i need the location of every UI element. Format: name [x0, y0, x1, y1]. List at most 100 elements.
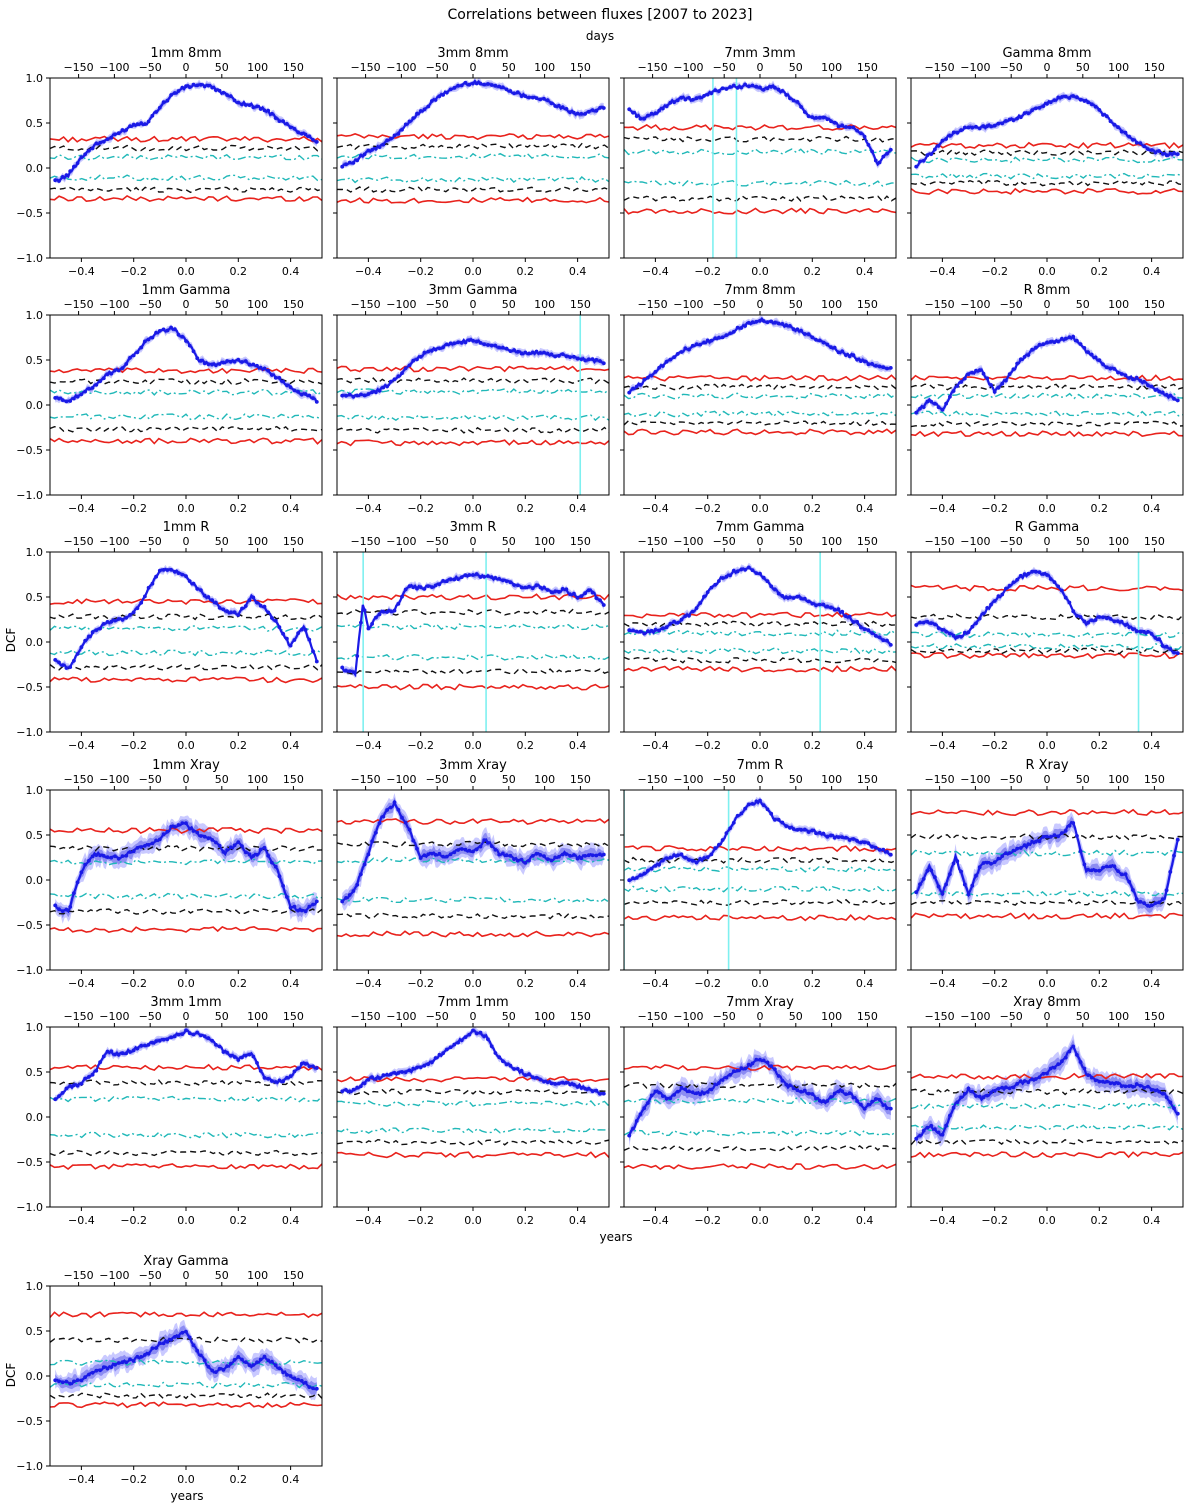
dcf-point	[668, 855, 673, 860]
dcf-point	[165, 568, 170, 572]
y-tick-label: −0.5	[16, 1415, 43, 1428]
dcf-point	[396, 807, 401, 812]
dcf-point	[169, 824, 174, 829]
dcf-point	[1037, 1075, 1042, 1080]
dcf-point	[1160, 1091, 1165, 1096]
dcf-point	[400, 1070, 404, 1074]
dcf-point	[411, 358, 416, 363]
threshold-red-upper	[624, 123, 896, 131]
dcf-point	[1060, 95, 1064, 99]
panel-title: 7mm 3mm	[724, 46, 795, 61]
dcf-point	[299, 392, 304, 397]
dcf-point	[754, 1057, 759, 1062]
dcf-point	[1108, 366, 1113, 371]
dcf-point	[243, 1053, 248, 1058]
dcf-point	[381, 385, 386, 390]
year-tick-label: 0.0	[464, 1214, 482, 1227]
dcf-point	[810, 115, 815, 119]
dcf-point	[948, 631, 952, 636]
dcf-point	[1093, 1078, 1098, 1083]
panel-frame	[623, 789, 897, 971]
dcf-point	[705, 855, 710, 860]
dcf-point	[1104, 864, 1109, 869]
dcf-point	[821, 602, 826, 607]
threshold-black-upper	[50, 613, 322, 621]
dcf-point	[1164, 644, 1169, 649]
day-tick-label: −150	[350, 61, 380, 74]
dcf-point	[683, 855, 688, 860]
dcf-point	[698, 342, 703, 347]
day-tick-label: −50	[139, 1269, 162, 1282]
dcf-point	[311, 1386, 315, 1391]
dcf-point	[79, 870, 84, 875]
dcf-point	[750, 802, 755, 806]
dcf-point	[184, 574, 188, 579]
dcf-point	[128, 1357, 132, 1362]
dcf-point	[221, 1050, 226, 1054]
y-tick-label: 0.5	[26, 1325, 44, 1338]
dcf-point	[94, 1068, 99, 1073]
dcf-point	[694, 860, 699, 865]
dcf-point	[206, 1036, 211, 1041]
threshold-cyan-lower	[50, 1131, 322, 1139]
dcf-point	[1175, 651, 1180, 656]
dcf-point	[657, 628, 661, 633]
threshold-red-upper	[337, 1075, 609, 1083]
threshold-red-lower	[50, 437, 322, 445]
dcf-point	[355, 882, 360, 887]
dcf-point	[962, 882, 967, 887]
dcf-point	[661, 106, 665, 111]
dcf-point	[87, 1075, 91, 1079]
dcf-point	[255, 1360, 259, 1365]
dcf-point	[1011, 580, 1016, 585]
dcf-point	[877, 160, 882, 165]
dcf-point	[523, 861, 528, 865]
dcf-point	[840, 609, 845, 614]
dcf-point	[769, 319, 774, 324]
dcf-point	[1078, 342, 1083, 346]
dcf-point	[217, 1044, 222, 1049]
dcf-point	[627, 390, 632, 395]
threshold-cyan-lower	[911, 643, 1183, 650]
dcf-point	[143, 594, 147, 599]
dcf-point	[881, 638, 886, 643]
dcf-point	[217, 362, 222, 366]
dcf-point	[735, 86, 740, 90]
dcf-point	[1078, 1060, 1083, 1064]
dcf-point	[370, 839, 374, 844]
y-tick-label: 1.0	[26, 1021, 44, 1034]
dcf-point	[433, 1056, 438, 1060]
dcf-point	[113, 618, 117, 623]
dcf-point	[146, 337, 151, 342]
dcf-point	[307, 393, 312, 398]
dcf-point	[649, 1093, 654, 1098]
dcf-point	[1018, 115, 1023, 120]
dcf-point	[873, 634, 878, 638]
y-tick-label: −1.0	[16, 489, 43, 502]
panel-title: 3mm 8mm	[437, 46, 508, 61]
year-tick-label: 0.0	[1038, 739, 1056, 752]
dcf-point	[1045, 102, 1049, 106]
dcf-point	[877, 364, 882, 369]
dcf-point	[638, 116, 643, 121]
dcf-point	[157, 105, 162, 110]
dcf-point	[184, 821, 188, 826]
threshold-red-lower	[911, 651, 1183, 660]
dcf-point	[512, 348, 516, 352]
day-tick-label: 100	[247, 535, 268, 548]
dcf-point	[1160, 390, 1165, 395]
dcf-point	[444, 579, 449, 584]
dcf-point	[68, 169, 73, 174]
dcf-point	[79, 645, 84, 650]
dcf-point	[1060, 1059, 1064, 1064]
dcf-point	[1037, 570, 1042, 574]
dcf-point	[407, 363, 412, 368]
day-tick-label: 50	[215, 773, 229, 786]
dcf-point	[914, 1136, 919, 1141]
dcf-point	[940, 891, 945, 896]
dcf-point	[79, 392, 84, 397]
dcf-point	[885, 849, 889, 854]
dcf-point	[1157, 637, 1161, 642]
day-tick-label: 50	[789, 1010, 803, 1023]
dcf-point	[758, 798, 762, 803]
